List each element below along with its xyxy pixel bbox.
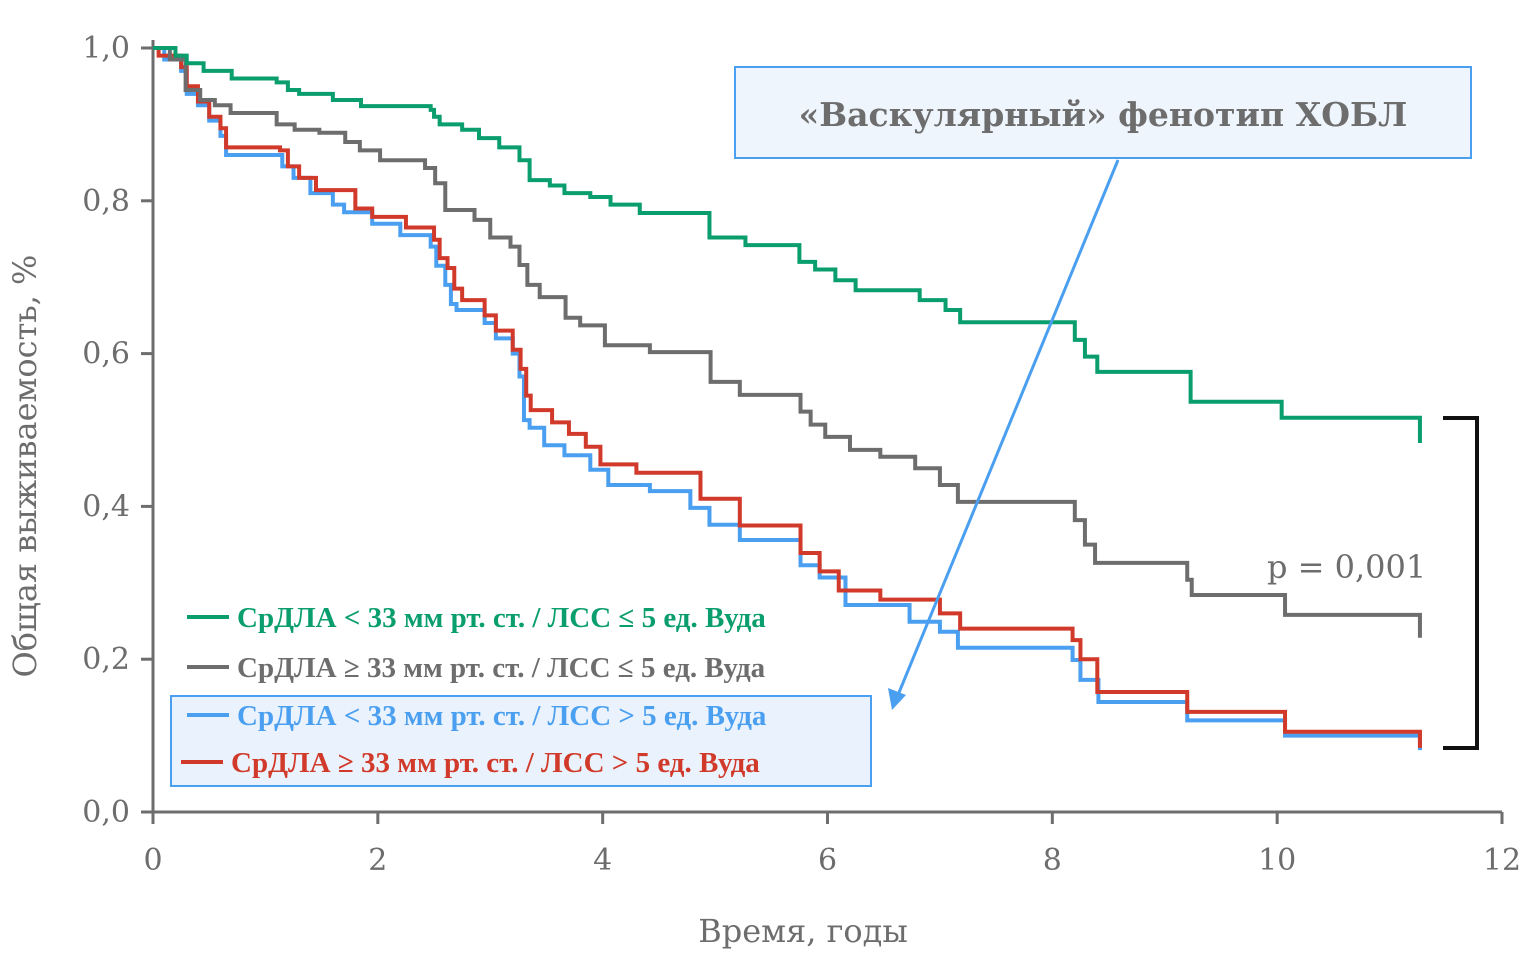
x-tick-label: 0 (143, 843, 162, 878)
legend-item: СрДЛА < 33 мм рт. ст. / ЛСС > 5 ед. Вуда (187, 700, 767, 732)
legend: СрДЛА < 33 мм рт. ст. / ЛСС ≤ 5 ед. Вуда… (170, 602, 872, 787)
y-tick-label: 1,0 (82, 31, 130, 66)
legend-label: СрДЛА ≥ 33 мм рт. ст. / ЛСС ≤ 5 ед. Вуда (237, 652, 766, 684)
callout-arrow-line (896, 159, 1120, 696)
y-tick-label: 0,0 (82, 795, 130, 830)
y-tick-label: 0,6 (82, 337, 130, 372)
legend-item: СрДЛА ≥ 33 мм рт. ст. / ЛСС ≤ 5 ед. Вуда (187, 652, 766, 684)
title-callout: «Васкулярный» фенотип ХОБЛ (734, 66, 1472, 710)
y-tick-label: 0,2 (82, 642, 130, 677)
legend-label: СрДЛА < 33 мм рт. ст. / ЛСС > 5 ед. Вуда (237, 700, 767, 732)
legend-highlight-box (170, 695, 872, 787)
legend-label: СрДЛА < 33 мм рт. ст. / ЛСС ≤ 5 ед. Вуда (237, 602, 766, 634)
legend-item: СрДЛА ≥ 33 мм рт. ст. / ЛСС > 5 ед. Вуда (181, 747, 760, 779)
x-axis-title: Время, годы (698, 912, 908, 950)
y-tick-label: 0,4 (82, 489, 130, 524)
bracket-line (1443, 416, 1479, 750)
x-tick-label: 2 (368, 843, 387, 878)
survival-curve-1 (153, 46, 1422, 638)
x-tick-label: 10 (1258, 843, 1296, 878)
y-tick-label: 0,8 (82, 184, 130, 219)
callout-arrow-head (888, 688, 906, 710)
x-tick-label: 12 (1483, 843, 1521, 878)
title-box (734, 66, 1472, 159)
survival-curve-3 (153, 46, 1422, 748)
chart-title: «Васкулярный» фенотип ХОБЛ (799, 95, 1408, 134)
p-value-label: p = 0,001 (1267, 548, 1426, 586)
legend-item: СрДЛА < 33 мм рт. ст. / ЛСС ≤ 5 ед. Вуда (187, 602, 766, 634)
y-axis-title: Общая выживаемость, % (6, 255, 44, 678)
x-tick-label: 8 (1043, 843, 1062, 878)
significance-bracket: p = 0,001 (1267, 416, 1479, 750)
survival-curve-0 (153, 46, 1422, 443)
x-tick-label: 4 (593, 843, 612, 878)
x-tick-label: 6 (818, 843, 837, 878)
legend-label: СрДЛА ≥ 33 мм рт. ст. / ЛСС > 5 ед. Вуда (231, 747, 760, 779)
